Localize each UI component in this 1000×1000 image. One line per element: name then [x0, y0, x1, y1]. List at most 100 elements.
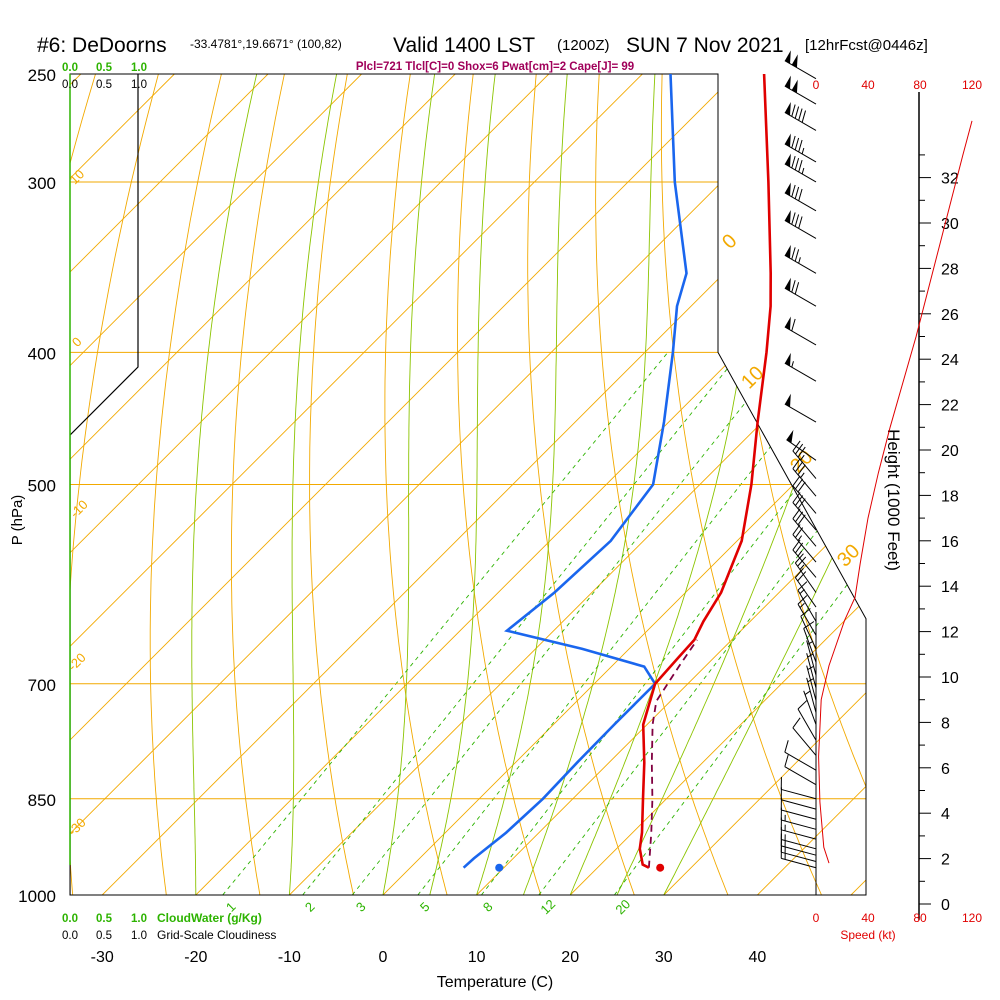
moist-adiabat-line [429, 74, 496, 895]
height-tick-label: 22 [941, 398, 959, 415]
isotherm-line [70, 74, 456, 895]
wind-barb [792, 440, 817, 479]
cloudiness-tick-top: 1.0 [131, 79, 147, 91]
barb-pennant [791, 54, 798, 68]
barb-feather [791, 104, 796, 117]
wind-barb [784, 352, 817, 382]
barb-feather [797, 446, 806, 458]
barb-feather [801, 110, 807, 123]
moist-adiabat-line [522, 74, 656, 895]
cloudwater-tick-bottom: 0.5 [96, 913, 113, 925]
barb-feather [784, 740, 789, 753]
speed-tick-bottom: 40 [861, 911, 875, 925]
barb-staff [794, 577, 817, 608]
barb-staff [803, 690, 817, 725]
speed-tick-top: 80 [913, 78, 927, 92]
barb-staff [784, 326, 817, 346]
barb-pennant [784, 102, 791, 116]
wind-barb [792, 475, 817, 514]
mixing-ratio-label: 8 [480, 899, 496, 915]
barb-staff [784, 362, 817, 382]
barb-feather [797, 481, 806, 493]
dry-adiabat-line [849, 74, 866, 895]
barb-pennant [784, 182, 791, 196]
isotherm-line [569, 74, 866, 895]
barb-feather [791, 212, 796, 225]
barb-pennant [784, 75, 791, 90]
speed-tick-bottom: 0 [813, 911, 820, 925]
isotherm-label: -20 [65, 650, 89, 674]
skew-line-labels: 100-10-20-300102030123581220 [65, 166, 865, 917]
mixing-ratio-line [481, 352, 866, 895]
barb-feather [792, 440, 801, 452]
barb-staff [781, 857, 817, 869]
barb-feather [797, 464, 806, 476]
mixing-ratio-line [222, 352, 669, 895]
mixing-ratio-line [351, 352, 786, 895]
barb-staff [784, 287, 817, 307]
height-tick-label: 26 [941, 307, 959, 324]
barb-staff [781, 829, 817, 840]
barb-half-feather [800, 472, 805, 479]
wind-speed-line [818, 120, 973, 864]
adiabat-label: 0 [718, 230, 741, 253]
barb-pennant [784, 352, 791, 367]
pressure-tick-label: 400 [28, 344, 56, 363]
dry-adiabat-lines [70, 74, 866, 895]
barb-staff [797, 603, 817, 636]
dry-adiabat-line [457, 74, 551, 895]
surface-temp-marker [656, 863, 665, 872]
barb-feather [797, 498, 806, 509]
mixing-ratio-label: 2 [302, 899, 318, 915]
barb-feather [795, 461, 804, 473]
barb-feather [794, 214, 800, 227]
x-tick-label: -30 [91, 949, 114, 966]
barb-feather [791, 318, 796, 332]
mixing-ratio-label: 5 [417, 899, 433, 915]
barb-staff [797, 708, 817, 741]
barb-staff [803, 628, 817, 663]
wind-barb [797, 700, 817, 741]
wind-barb [792, 458, 817, 497]
isotherm-line [476, 74, 866, 895]
barb-staff [781, 845, 817, 856]
station-coords: -33.4781°,19.6671° (100,82) [190, 37, 342, 51]
height-tick-label: 24 [941, 352, 959, 369]
cloudiness-tick-top: 0.0 [62, 79, 78, 91]
barb-half-feather [791, 361, 794, 368]
barb-feather [791, 135, 796, 149]
pressure-tick-label: 850 [28, 791, 56, 810]
barb-feather [797, 581, 808, 591]
barb-pennant [784, 133, 791, 147]
barb-feather [794, 249, 800, 262]
barb-feather [794, 567, 804, 578]
zulu-time: (1200Z) [557, 37, 610, 54]
x-tick-label: -10 [278, 949, 301, 966]
wind-barb [784, 393, 817, 423]
barb-feather [791, 280, 796, 293]
barb-feather [792, 492, 801, 503]
isotherm-line [70, 74, 269, 895]
isobar-lines [70, 74, 866, 895]
speed-tick-top: 120 [962, 78, 982, 92]
barb-half-feather [801, 147, 805, 155]
wind-barb [784, 316, 817, 346]
pressure-tick-label: 500 [28, 477, 56, 496]
barb-pennant [784, 153, 791, 167]
wind-barb [792, 508, 817, 547]
barb-feather [798, 139, 803, 153]
barb-staff [806, 653, 817, 689]
mixing-ratio-label: 20 [612, 896, 633, 917]
barb-staff [806, 665, 817, 701]
cloudwater-tick-top: 1.0 [131, 62, 147, 74]
barb-staff [792, 485, 817, 514]
barb-staff [784, 403, 817, 423]
barb-staff [792, 549, 817, 578]
stability-indices: Plcl=721 Tlcl[C]=0 Shox=6 Pwat[cm]=2 Cap… [356, 61, 634, 73]
forecast-info: [12hrFcst@0446z] [805, 37, 928, 54]
cloudiness-label: Grid-Scale Cloudiness [157, 928, 276, 942]
moist-adiabat-line [288, 74, 338, 895]
mixing-ratio-line [538, 352, 866, 895]
mixing-ratio-label: 12 [537, 896, 558, 917]
barb-half-feather [799, 602, 805, 608]
